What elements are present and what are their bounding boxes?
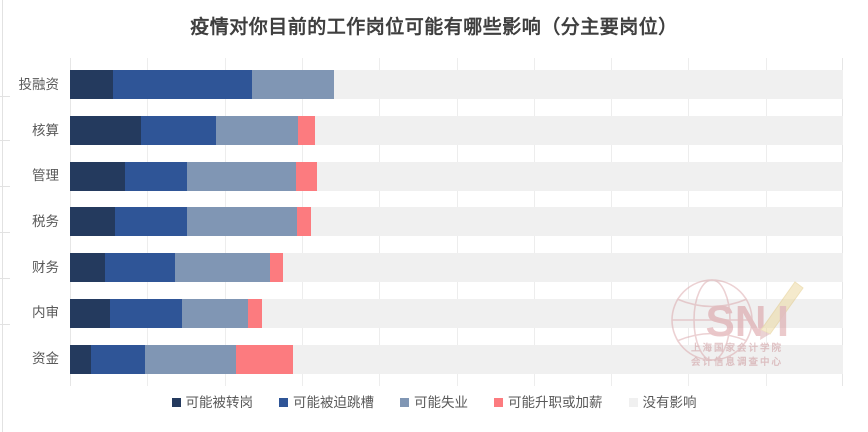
canvas-edge-tick	[0, 96, 10, 97]
bar-segment[interactable]	[261, 298, 843, 328]
bar-segment[interactable]	[70, 70, 114, 100]
bar-segment[interactable]	[110, 298, 183, 328]
stacked-bar[interactable]	[70, 161, 843, 191]
bar-row: 管理	[32, 153, 843, 199]
bar-segment[interactable]	[236, 344, 294, 374]
bar-segment[interactable]	[141, 116, 217, 146]
legend-item[interactable]: 可能被转岗	[171, 395, 254, 410]
bar-segment[interactable]	[70, 116, 142, 146]
category-label: 资金	[32, 351, 59, 367]
bar-segment[interactable]	[216, 116, 299, 146]
canvas-edge-tick	[0, 324, 10, 325]
legend-swatch	[628, 398, 638, 408]
stacked-bar[interactable]	[70, 207, 843, 237]
category-label: 内审	[32, 305, 59, 321]
bar-row: 财务	[32, 245, 843, 291]
bar-segment[interactable]	[113, 70, 252, 100]
bar-segment[interactable]	[311, 207, 843, 237]
legend-label: 可能升职或加薪	[508, 395, 603, 410]
bar-segment[interactable]	[315, 116, 843, 146]
bar-segment[interactable]	[182, 298, 248, 328]
bar-segment[interactable]	[70, 207, 115, 237]
legend-swatch	[279, 398, 288, 408]
canvas-edge-tick	[0, 232, 10, 233]
canvas-edge-tick	[0, 140, 10, 141]
chart-legend: 可能被转岗 可能被迫跳槽 可能失业 可能升职或加薪 没有影响	[0, 396, 868, 410]
bar-segment[interactable]	[70, 161, 125, 191]
bar-segment[interactable]	[297, 207, 312, 237]
bar-row: 资金	[32, 336, 843, 382]
bar-segment[interactable]	[298, 116, 316, 146]
canvas-edge-tick	[0, 278, 10, 279]
plot-area: 投融资核算管理税务财务内审资金	[19, 58, 843, 386]
category-label: 税务	[32, 213, 59, 229]
legend-item[interactable]: 可能被迫跳槽	[279, 396, 374, 410]
bar-segment[interactable]	[70, 344, 91, 374]
bar-segment[interactable]	[186, 161, 297, 191]
bar-segment[interactable]	[175, 253, 271, 283]
stacked-bar[interactable]	[70, 70, 843, 100]
bar-segment[interactable]	[70, 298, 111, 328]
legend-label: 可能被转岗	[185, 395, 254, 410]
bar-segment[interactable]	[70, 253, 105, 283]
stacked-bar[interactable]	[70, 253, 843, 283]
stacked-bar[interactable]	[70, 298, 843, 328]
stacked-bar[interactable]	[70, 344, 843, 374]
legend-item[interactable]: 可能升职或加薪	[494, 396, 603, 410]
bar-segment[interactable]	[334, 70, 843, 100]
bar-row: 核算	[32, 108, 843, 154]
canvas-edge-tick	[0, 186, 10, 187]
legend-swatch	[400, 398, 409, 408]
bar-segment[interactable]	[293, 344, 843, 374]
bar-row: 内审	[32, 291, 843, 337]
category-label: 管理	[32, 168, 59, 184]
bar-segment[interactable]	[247, 298, 262, 328]
category-label: 核算	[32, 122, 59, 138]
legend-item[interactable]: 没有影响	[628, 395, 697, 410]
bar-segment[interactable]	[124, 161, 187, 191]
category-label: 财务	[32, 259, 59, 275]
bar-segment[interactable]	[114, 207, 188, 237]
canvas-edge-line	[2, 0, 3, 432]
legend-label: 没有影响	[642, 395, 697, 410]
bar-row: 投融资	[19, 62, 843, 108]
stacked-bar[interactable]	[70, 116, 843, 146]
legend-item[interactable]: 可能失业	[400, 396, 468, 410]
bar-segment[interactable]	[317, 161, 843, 191]
bar-segment[interactable]	[104, 253, 176, 283]
legend-swatch	[171, 398, 181, 408]
bar-segment[interactable]	[90, 344, 145, 374]
category-label: 投融资	[18, 76, 60, 92]
bar-row: 税务	[32, 199, 843, 245]
legend-swatch	[494, 398, 503, 408]
bar-segment[interactable]	[296, 161, 318, 191]
legend-label: 可能失业	[414, 395, 468, 410]
bar-segment[interactable]	[251, 70, 335, 100]
bar-segment[interactable]	[282, 253, 843, 283]
chart-title: 疫情对你目前的工作岗位可能有哪些影响（分主要岗位）	[190, 17, 678, 38]
legend-label: 可能被迫跳槽	[293, 395, 374, 410]
bar-segment[interactable]	[144, 344, 237, 374]
bar-segment[interactable]	[270, 253, 283, 283]
bar-segment[interactable]	[187, 207, 298, 237]
